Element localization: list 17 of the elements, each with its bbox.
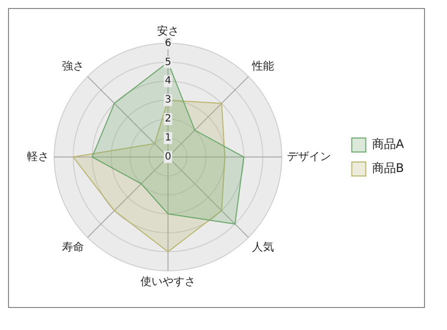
y-tick-label: 4 [164, 76, 172, 87]
spoke-label: 使いやすさ [140, 275, 196, 288]
spoke-label: 寿命 [62, 240, 84, 254]
spoke-label: デザイン [286, 150, 331, 163]
spoke-label: 軽さ [27, 150, 50, 163]
spoke-label: 性能 [250, 59, 274, 72]
y-tick-label: 2 [164, 114, 172, 125]
spoke-label: 安さ [157, 24, 179, 38]
y-tick-label: 3 [164, 94, 172, 106]
y-tick-label: 5 [164, 56, 172, 68]
y-tick-label: 0 [164, 152, 172, 163]
spoke-label: 人気 [252, 240, 274, 254]
legend-label: 商品A [372, 137, 405, 152]
y-tick-label: 1 [164, 132, 172, 144]
spoke-label: 強さ [62, 59, 84, 72]
y-tick-label: 6 [164, 38, 172, 49]
legend-label: 商品B [372, 161, 404, 176]
